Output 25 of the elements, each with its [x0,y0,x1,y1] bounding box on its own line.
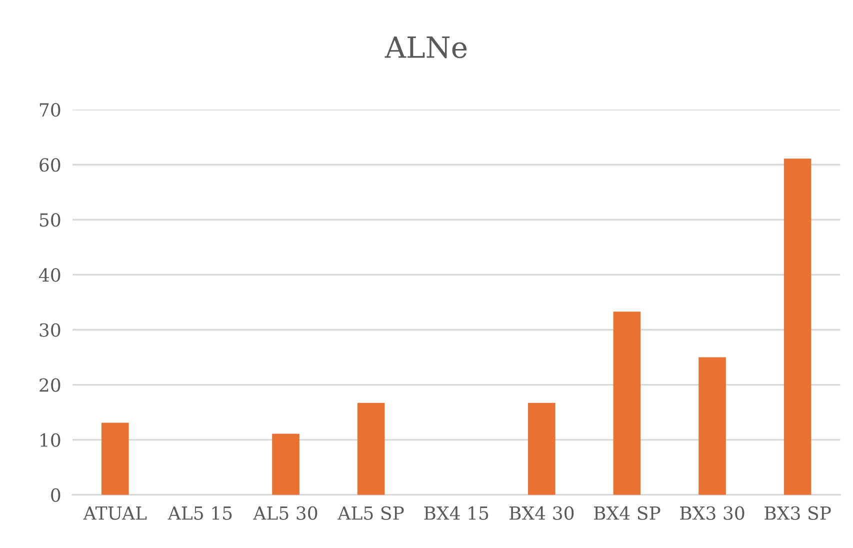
bar [784,158,812,495]
y-tick-label: 10 [40,433,60,447]
y-tick-label: 40 [38,268,60,282]
x-tick-label: AL5 SP [338,506,404,520]
y-tick-label: 30 [40,323,60,337]
x-tick-label: ATUAL [83,506,147,520]
bar [698,357,726,495]
x-tick-label: BX3 SP [764,506,831,520]
y-tick-label: 50 [40,213,60,227]
y-tick-label: 0 [51,488,60,502]
bar [102,422,129,495]
chart-title: ALNe [384,36,467,58]
bar [613,312,641,495]
x-tick-label: BX3 30 [680,506,744,520]
x-tick-label: AL5 15 [168,506,232,520]
x-tick-label: BX4 SP [594,506,660,520]
bar [357,402,385,495]
y-tick-label: 60 [40,158,60,172]
x-tick-label: BX4 30 [509,506,574,520]
y-tick-label: 20 [40,378,60,392]
x-tick-label: AL5 30 [253,506,318,520]
y-tick-label: 70 [40,103,60,117]
bar [272,434,300,495]
x-tick-label: BX4 15 [424,506,488,520]
bar [528,402,556,495]
